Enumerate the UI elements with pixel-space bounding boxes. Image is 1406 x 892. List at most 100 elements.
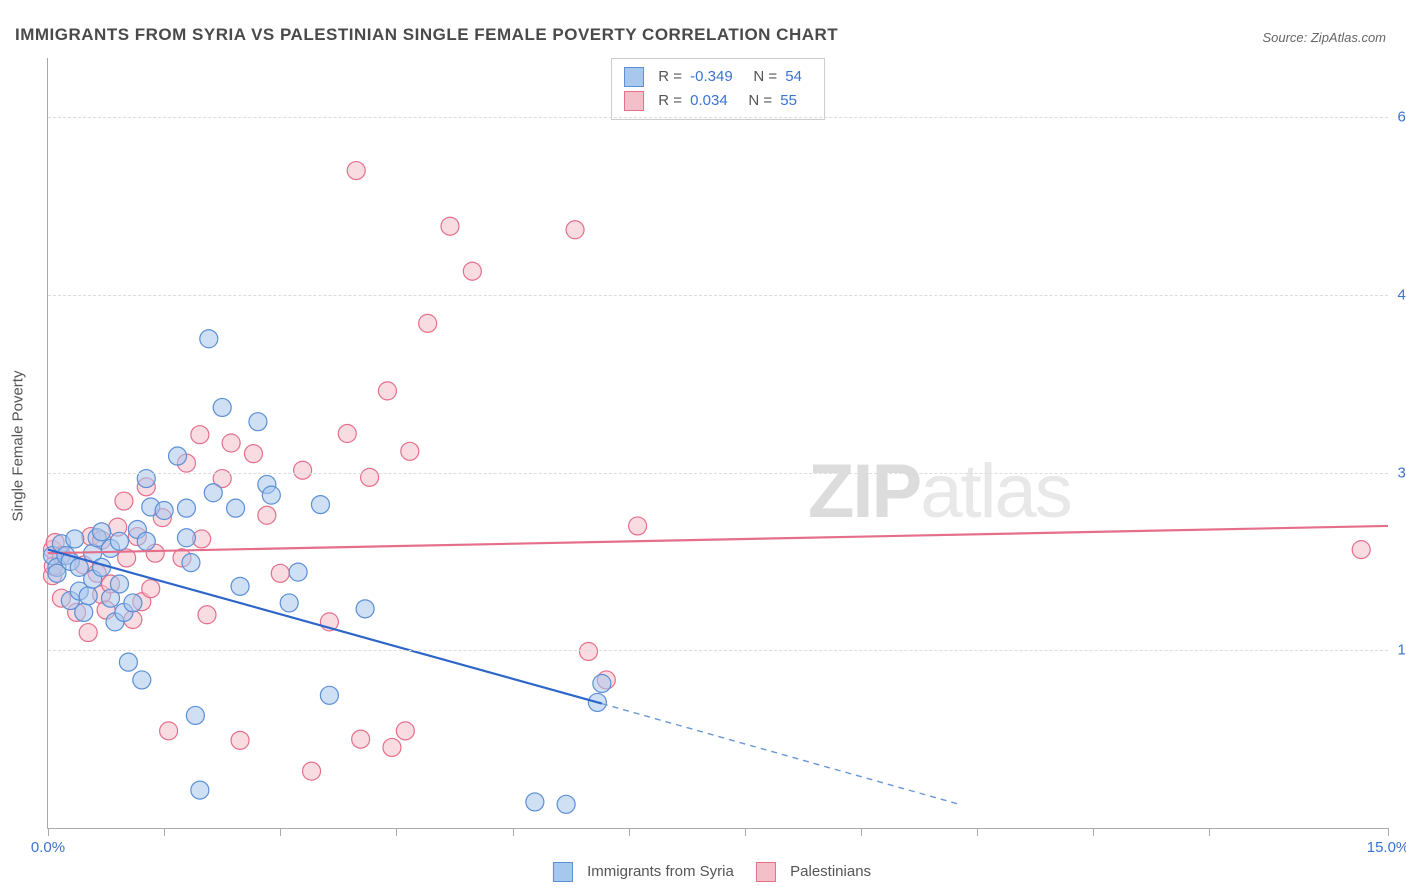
gridline [48, 295, 1388, 296]
data-point [177, 529, 195, 547]
data-point [579, 642, 597, 660]
data-point [227, 499, 245, 517]
plot-area: ZIPatlas R = -0.349 N = 54 R = 0.034 N =… [47, 58, 1388, 829]
regression-line [48, 526, 1388, 553]
gridline [48, 473, 1388, 474]
source-label: Source: ZipAtlas.com [1262, 30, 1386, 45]
scatter-svg [48, 58, 1388, 828]
data-point [231, 731, 249, 749]
xtick [48, 828, 49, 836]
legend-label-palestinians: Palestinians [790, 863, 871, 880]
data-point [191, 426, 209, 444]
data-point [115, 492, 133, 510]
data-point [566, 221, 584, 239]
data-point [378, 382, 396, 400]
legend-swatch-syria-icon [553, 862, 573, 882]
xtick-label: 15.0% [1367, 839, 1406, 856]
xtick [1093, 828, 1094, 836]
data-point [160, 722, 178, 740]
data-point [396, 722, 414, 740]
data-point [526, 793, 544, 811]
ytick-label: 15.0% [1397, 642, 1406, 659]
legend-row-syria: R = -0.349 N = 54 [624, 65, 806, 89]
data-point [361, 468, 379, 486]
data-point [155, 502, 173, 520]
data-point [419, 314, 437, 332]
ytick-label: 30.0% [1397, 464, 1406, 481]
data-point [356, 600, 374, 618]
legend-swatch-palestinians [624, 91, 644, 111]
data-point [347, 162, 365, 180]
data-point [79, 587, 97, 605]
data-point [200, 330, 218, 348]
data-point [191, 781, 209, 799]
data-point [231, 577, 249, 595]
data-point [93, 523, 111, 541]
data-point [124, 594, 142, 612]
data-point [294, 461, 312, 479]
data-point [320, 686, 338, 704]
data-point [75, 603, 93, 621]
data-point [79, 624, 97, 642]
xtick [1388, 828, 1389, 836]
ytick-label: 60.0% [1397, 109, 1406, 126]
data-point [271, 564, 289, 582]
legend-top: R = -0.349 N = 54 R = 0.034 N = 55 [611, 58, 825, 120]
data-point [352, 730, 370, 748]
data-point [119, 653, 137, 671]
chart-title: IMMIGRANTS FROM SYRIA VS PALESTINIAN SIN… [15, 25, 838, 45]
xtick-label: 0.0% [31, 839, 65, 856]
y-axis-label: Single Female Poverty [10, 371, 27, 522]
ytick-label: 45.0% [1397, 286, 1406, 303]
xtick [861, 828, 862, 836]
xtick [629, 828, 630, 836]
data-point [198, 606, 216, 624]
regression-line [602, 704, 959, 805]
data-point [110, 575, 128, 593]
legend-bottom: Immigrants from Syria Palestinians [535, 862, 871, 882]
data-point [441, 217, 459, 235]
data-point [142, 580, 160, 598]
data-point [204, 484, 222, 502]
data-point [137, 532, 155, 550]
data-point [182, 554, 200, 572]
legend-label-syria: Immigrants from Syria [587, 863, 734, 880]
data-point [258, 506, 276, 524]
data-point [222, 434, 240, 452]
gridline [48, 117, 1388, 118]
data-point [110, 532, 128, 550]
data-point [593, 674, 611, 692]
xtick [977, 828, 978, 836]
gridline [48, 650, 1388, 651]
data-point [186, 706, 204, 724]
xtick [164, 828, 165, 836]
data-point [169, 447, 187, 465]
data-point [629, 517, 647, 535]
data-point [133, 671, 151, 689]
xtick [1209, 828, 1210, 836]
legend-swatch-palestinians-icon [756, 862, 776, 882]
data-point [557, 795, 575, 813]
data-point [280, 594, 298, 612]
data-point [383, 738, 401, 756]
data-point [177, 499, 195, 517]
data-point [463, 262, 481, 280]
data-point [66, 530, 84, 548]
legend-swatch-syria [624, 67, 644, 87]
data-point [249, 413, 267, 431]
data-point [289, 563, 307, 581]
data-point [213, 398, 231, 416]
legend-row-palestinians: R = 0.034 N = 55 [624, 89, 806, 113]
data-point [303, 762, 321, 780]
data-point [401, 442, 419, 460]
xtick [396, 828, 397, 836]
data-point [262, 486, 280, 504]
xtick [513, 828, 514, 836]
xtick [280, 828, 281, 836]
data-point [244, 445, 262, 463]
xtick [745, 828, 746, 836]
data-point [338, 425, 356, 443]
chart-container: IMMIGRANTS FROM SYRIA VS PALESTINIAN SIN… [0, 0, 1406, 892]
data-point [1352, 541, 1370, 559]
data-point [311, 496, 329, 514]
